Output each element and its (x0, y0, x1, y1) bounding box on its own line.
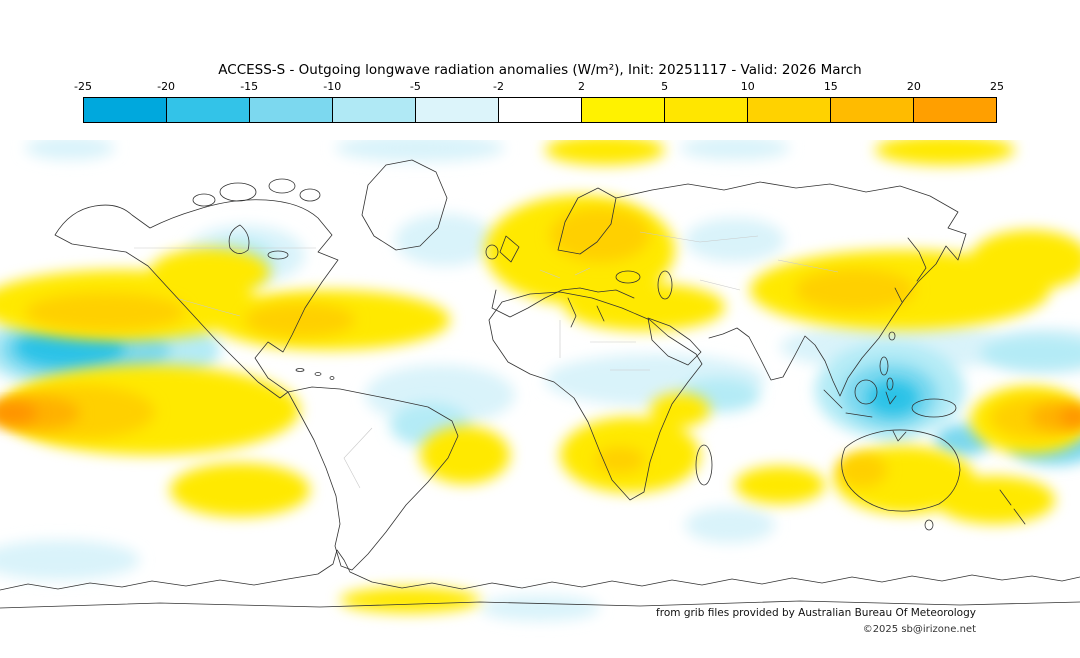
colorbar-tick-label: 10 (740, 80, 755, 93)
map-svg (0, 140, 1080, 621)
colorbar-segment (582, 98, 665, 122)
colorbar-segment (499, 98, 582, 122)
colorbar-tick-label: -2 (492, 80, 504, 93)
colorbar-tick-label: 5 (661, 80, 669, 93)
country-borders (134, 231, 839, 489)
colorbar-segment (333, 98, 416, 122)
colorbar-tick-label: 20 (906, 80, 921, 93)
world-map: from grib files provided by Australian B… (0, 140, 1080, 645)
colorbar-tick-label: 25 (990, 80, 1004, 93)
colorbar-segment (416, 98, 499, 122)
colorbar-tick-label: 2 (578, 80, 586, 93)
colorbar: -25 -20 -15 -10 -5 -2 2 5 10 15 20 25 (74, 80, 1004, 123)
colorbar-bar (83, 97, 997, 123)
chart-title: ACCESS-S - Outgoing longwave radiation a… (218, 62, 862, 78)
colorbar-tick-label: -5 (409, 80, 421, 93)
colorbar-ticks: -25 -20 -15 -10 -5 -2 2 5 10 15 20 25 (74, 80, 1004, 94)
coastlines (54, 159, 1026, 571)
colorbar-segment (748, 98, 831, 122)
colorbar-tick-label: -10 (323, 80, 342, 93)
colorbar-tick-label: 15 (823, 80, 838, 93)
colorbar-segment (914, 98, 996, 122)
warm-anomaly-blobs (0, 140, 1080, 613)
antarctica-coastline (0, 549, 1080, 609)
colorbar-tick-label: -20 (157, 80, 176, 93)
colorbar-tick-label: -25 (74, 80, 92, 93)
colorbar-segment (831, 98, 914, 122)
colorbar-segment (665, 98, 748, 122)
colorbar-segment (167, 98, 250, 122)
colorbar-tick-label: -15 (240, 80, 259, 93)
attribution-copyright: ©2025 sb@irizone.net (862, 624, 976, 635)
attribution-source: from grib files provided by Australian B… (656, 607, 976, 619)
colorbar-segment (84, 98, 167, 122)
colorbar-segment (250, 98, 333, 122)
